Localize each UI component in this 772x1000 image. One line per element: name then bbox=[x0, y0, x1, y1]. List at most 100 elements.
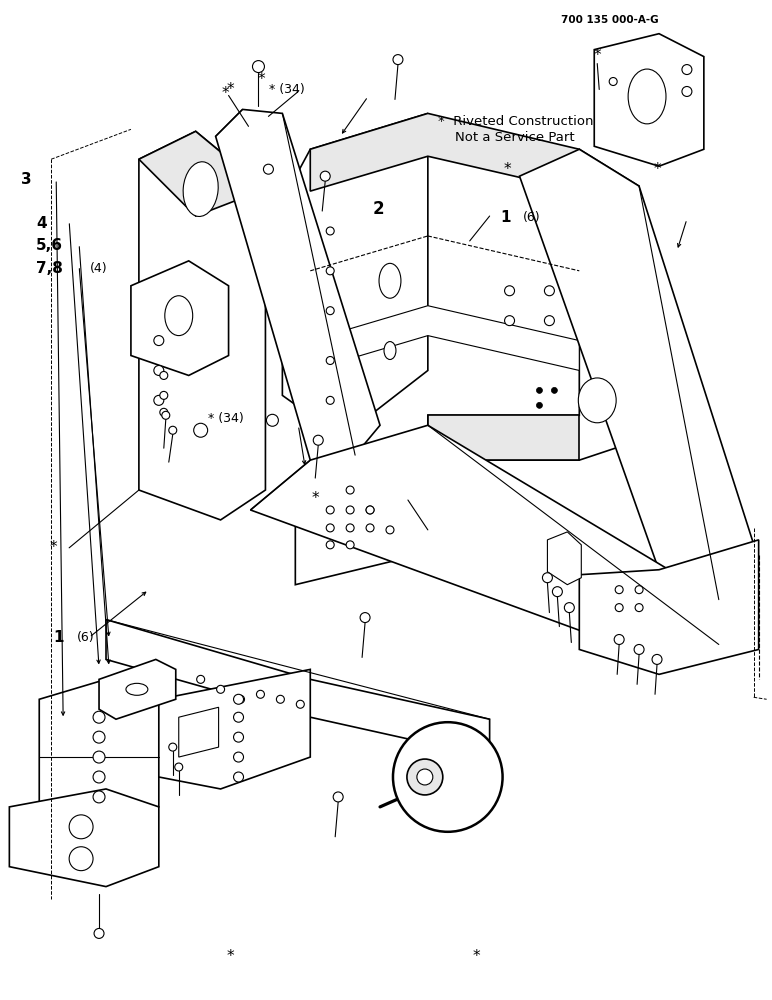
Circle shape bbox=[154, 336, 164, 346]
Circle shape bbox=[327, 524, 334, 532]
Polygon shape bbox=[520, 149, 759, 600]
Text: 3: 3 bbox=[21, 172, 31, 187]
Text: *: * bbox=[222, 86, 229, 101]
Circle shape bbox=[366, 506, 374, 514]
Text: 7,8: 7,8 bbox=[36, 261, 63, 276]
Circle shape bbox=[543, 573, 553, 583]
Polygon shape bbox=[39, 679, 159, 827]
Circle shape bbox=[154, 395, 164, 405]
Circle shape bbox=[169, 426, 177, 434]
Text: *: * bbox=[227, 82, 235, 97]
Circle shape bbox=[263, 164, 273, 174]
Circle shape bbox=[234, 694, 243, 704]
Polygon shape bbox=[250, 425, 719, 659]
Circle shape bbox=[682, 65, 692, 75]
Circle shape bbox=[154, 365, 164, 375]
Circle shape bbox=[327, 307, 334, 315]
Circle shape bbox=[553, 587, 562, 597]
Ellipse shape bbox=[164, 296, 193, 336]
Circle shape bbox=[174, 763, 183, 771]
Circle shape bbox=[564, 603, 574, 613]
Polygon shape bbox=[579, 540, 759, 674]
Text: (4): (4) bbox=[90, 262, 107, 275]
Circle shape bbox=[615, 586, 623, 594]
Polygon shape bbox=[139, 131, 266, 216]
Circle shape bbox=[417, 769, 433, 785]
Polygon shape bbox=[310, 113, 579, 191]
Circle shape bbox=[366, 506, 374, 514]
Circle shape bbox=[197, 675, 205, 683]
Circle shape bbox=[346, 524, 354, 532]
Text: *: * bbox=[594, 48, 601, 63]
Text: 5,6: 5,6 bbox=[36, 238, 63, 253]
Polygon shape bbox=[428, 415, 579, 460]
Text: 2: 2 bbox=[373, 200, 384, 218]
Ellipse shape bbox=[384, 342, 396, 360]
Text: 1: 1 bbox=[54, 630, 64, 645]
Text: *: * bbox=[227, 949, 235, 964]
Text: *: * bbox=[473, 949, 481, 964]
Circle shape bbox=[334, 792, 344, 802]
Circle shape bbox=[682, 86, 692, 96]
Circle shape bbox=[256, 690, 265, 698]
Polygon shape bbox=[283, 113, 428, 415]
Circle shape bbox=[217, 685, 225, 693]
Circle shape bbox=[93, 731, 105, 743]
Circle shape bbox=[93, 711, 105, 723]
Circle shape bbox=[537, 387, 543, 393]
Text: 4: 4 bbox=[36, 216, 46, 231]
Polygon shape bbox=[428, 149, 639, 460]
Circle shape bbox=[615, 604, 623, 612]
Circle shape bbox=[162, 411, 170, 419]
Circle shape bbox=[266, 414, 279, 426]
Circle shape bbox=[327, 267, 334, 275]
Circle shape bbox=[366, 524, 374, 532]
Circle shape bbox=[93, 751, 105, 763]
Circle shape bbox=[234, 712, 243, 722]
Text: (6): (6) bbox=[76, 631, 94, 644]
Circle shape bbox=[346, 486, 354, 494]
Circle shape bbox=[537, 402, 543, 408]
Circle shape bbox=[296, 700, 304, 708]
Circle shape bbox=[635, 586, 643, 594]
Circle shape bbox=[160, 391, 168, 399]
Ellipse shape bbox=[183, 162, 218, 216]
Circle shape bbox=[160, 408, 168, 416]
Polygon shape bbox=[215, 109, 380, 460]
Circle shape bbox=[346, 506, 354, 514]
Circle shape bbox=[360, 613, 370, 623]
Circle shape bbox=[93, 791, 105, 803]
Circle shape bbox=[276, 695, 284, 703]
Circle shape bbox=[320, 171, 330, 181]
Polygon shape bbox=[106, 620, 489, 757]
Circle shape bbox=[652, 654, 662, 664]
Circle shape bbox=[327, 506, 334, 514]
Ellipse shape bbox=[126, 683, 148, 695]
Circle shape bbox=[635, 604, 643, 612]
Circle shape bbox=[386, 526, 394, 534]
Circle shape bbox=[551, 387, 557, 393]
Polygon shape bbox=[547, 532, 581, 585]
Circle shape bbox=[505, 316, 514, 326]
Circle shape bbox=[346, 541, 354, 549]
Ellipse shape bbox=[379, 263, 401, 298]
Circle shape bbox=[313, 435, 323, 445]
Text: 1: 1 bbox=[499, 210, 510, 225]
Text: 700 135 000-A-G: 700 135 000-A-G bbox=[561, 15, 659, 25]
Text: (6): (6) bbox=[523, 211, 540, 224]
Ellipse shape bbox=[628, 69, 666, 124]
Circle shape bbox=[505, 286, 514, 296]
Text: *: * bbox=[50, 540, 57, 555]
Polygon shape bbox=[179, 707, 218, 757]
Text: * (34): * (34) bbox=[208, 412, 243, 425]
Circle shape bbox=[69, 847, 93, 871]
Circle shape bbox=[407, 759, 443, 795]
Polygon shape bbox=[296, 455, 448, 585]
Circle shape bbox=[94, 928, 104, 938]
Circle shape bbox=[327, 541, 334, 549]
Text: *: * bbox=[653, 162, 661, 177]
Circle shape bbox=[544, 286, 554, 296]
Circle shape bbox=[252, 61, 265, 73]
Text: *: * bbox=[258, 72, 266, 87]
Text: * (34): * (34) bbox=[269, 83, 305, 96]
